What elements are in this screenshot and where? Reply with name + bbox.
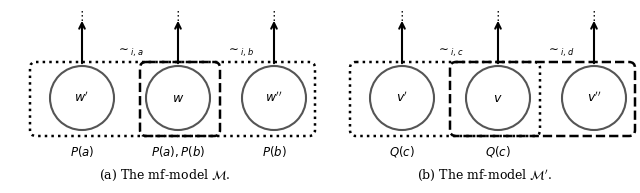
Text: $P(a)$: $P(a)$ <box>70 144 94 159</box>
Ellipse shape <box>466 66 530 130</box>
Text: $w'$: $w'$ <box>74 91 90 105</box>
Text: ⋮: ⋮ <box>172 10 184 23</box>
Text: (a) The mf-model $\mathcal{M}$.: (a) The mf-model $\mathcal{M}$. <box>99 168 231 183</box>
Text: $\sim_{i,d}$: $\sim_{i,d}$ <box>546 46 574 58</box>
Text: $v$: $v$ <box>493 91 503 104</box>
Ellipse shape <box>242 66 306 130</box>
Text: ⋮: ⋮ <box>492 10 504 23</box>
Ellipse shape <box>146 66 210 130</box>
Text: $P(b)$: $P(b)$ <box>262 144 286 159</box>
Text: ⋮: ⋮ <box>588 10 600 23</box>
Text: $\sim_{i,b}$: $\sim_{i,b}$ <box>226 46 254 58</box>
Text: $v'$: $v'$ <box>396 91 408 105</box>
Text: $Q(c)$: $Q(c)$ <box>485 144 511 159</box>
Text: $\sim_{i,a}$: $\sim_{i,a}$ <box>116 46 144 58</box>
Ellipse shape <box>50 66 114 130</box>
Text: $w''$: $w''$ <box>265 91 283 105</box>
Text: ⋮: ⋮ <box>396 10 408 23</box>
Ellipse shape <box>370 66 434 130</box>
Text: $w$: $w$ <box>172 91 184 104</box>
Text: (b) The mf-model $\mathcal{M}'$.: (b) The mf-model $\mathcal{M}'$. <box>417 167 552 183</box>
Text: $v''$: $v''$ <box>587 91 602 105</box>
Ellipse shape <box>562 66 626 130</box>
Text: ⋮: ⋮ <box>76 10 88 23</box>
Text: $\sim_{i,c}$: $\sim_{i,c}$ <box>436 46 464 58</box>
Text: $Q(c)$: $Q(c)$ <box>389 144 415 159</box>
Text: ⋮: ⋮ <box>268 10 280 23</box>
Text: $P(a), P(b)$: $P(a), P(b)$ <box>151 144 205 159</box>
